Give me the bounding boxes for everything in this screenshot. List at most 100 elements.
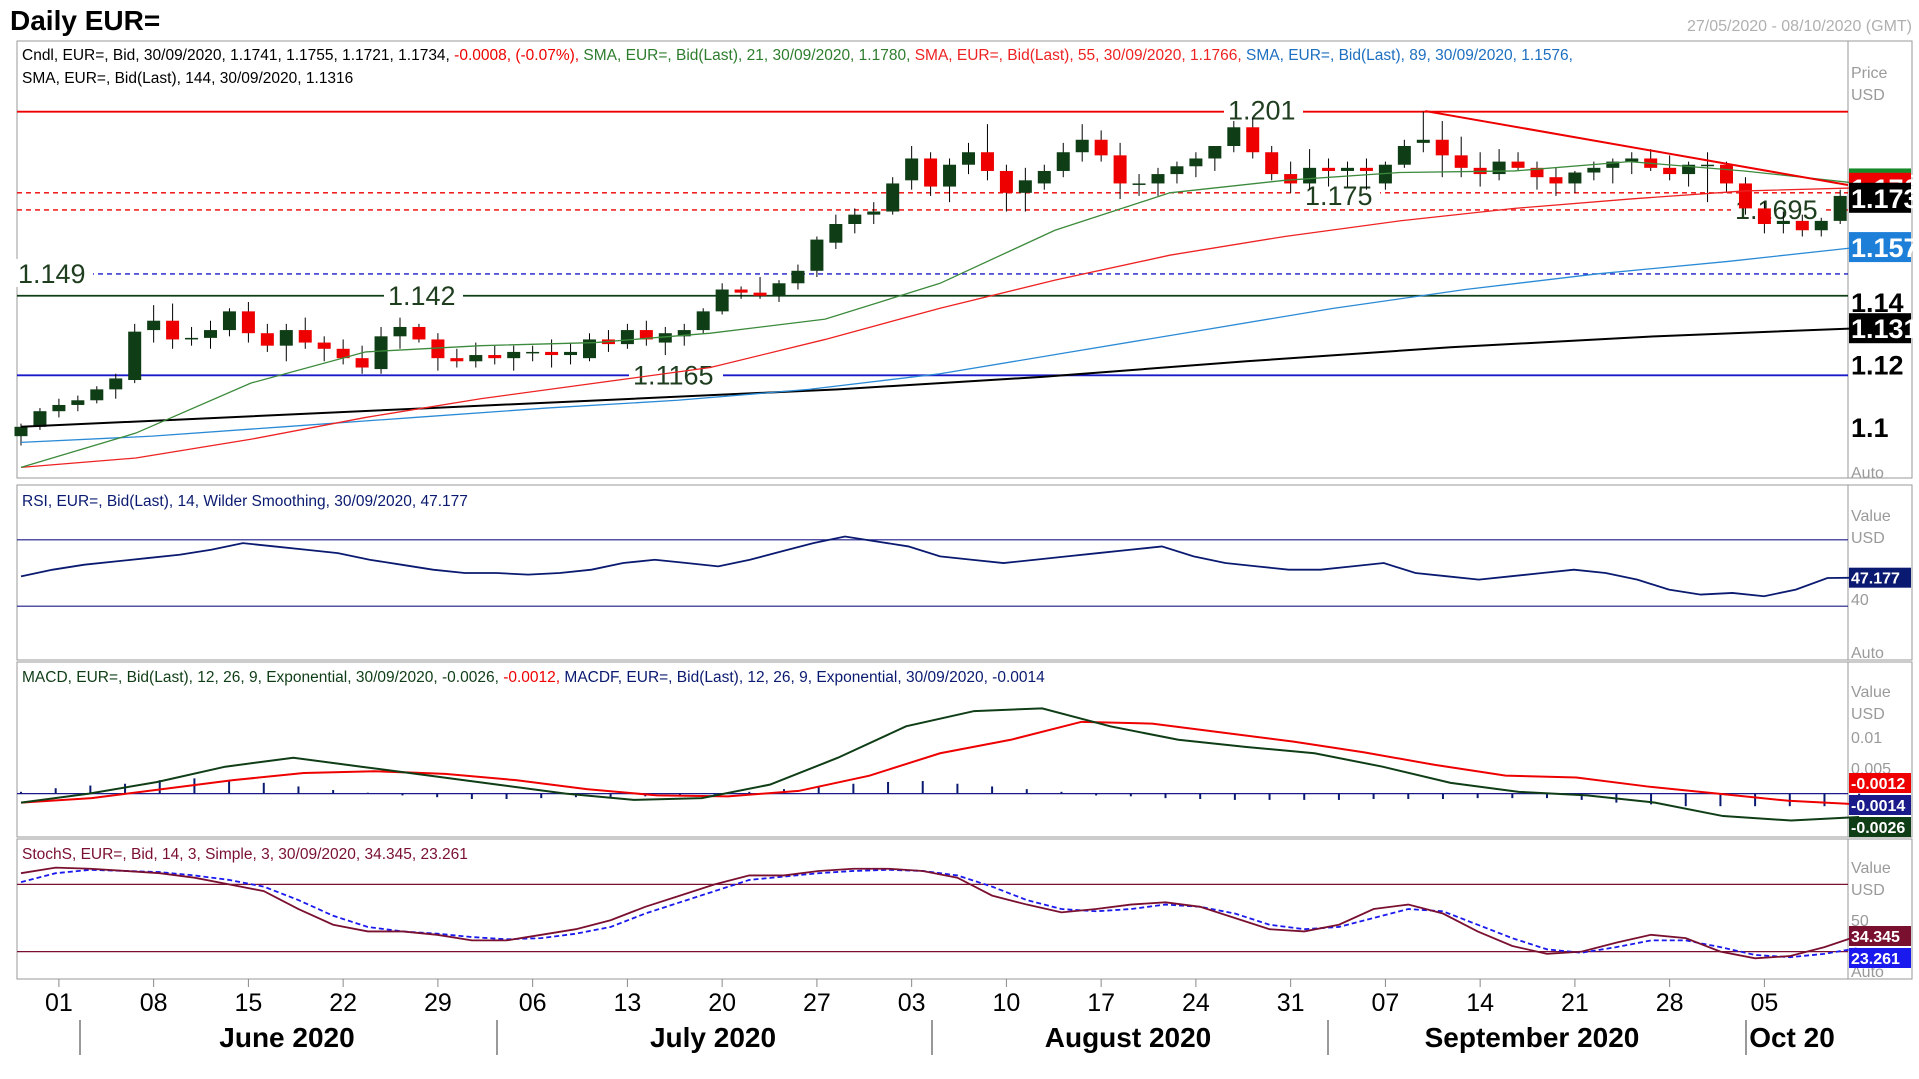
candle-body: [298, 330, 312, 343]
candle-body: [90, 389, 104, 401]
level-label-bg: [14, 258, 93, 287]
candle-body: [1113, 155, 1127, 184]
candle-body: [1132, 183, 1146, 185]
candle-body: [980, 152, 994, 171]
level-label-bg: [384, 280, 463, 309]
candle-body: [810, 239, 824, 271]
candle-body: [1151, 174, 1165, 184]
rsi-plot: [17, 535, 1860, 607]
candle-body: [564, 351, 578, 356]
price-auto-button[interactable]: Auto: [1851, 465, 1884, 482]
candle-body: [1814, 220, 1828, 231]
candle-body: [374, 336, 388, 370]
candle-body: [241, 311, 255, 334]
legend-part-2: SMA, EUR=, Bid(Last), 21, 30/09/2020, 1.…: [583, 47, 914, 64]
rsi-auto-button[interactable]: Auto: [1851, 645, 1884, 662]
candle-body: [1720, 164, 1733, 184]
macd-badge-bg: [1849, 817, 1911, 837]
candle-body: [791, 270, 805, 284]
stoch-tick: 50: [1851, 913, 1869, 930]
price-badge-1.157: 1.157: [1851, 233, 1919, 263]
candle-body: [639, 330, 653, 340]
candle-body: [1587, 167, 1601, 173]
macd-badge-bg: [1849, 795, 1911, 815]
candle-body: [33, 411, 47, 427]
candle-body: [1397, 146, 1411, 165]
legend-part-0: MACD, EUR=, Bid(Last), 12, 26, 9, Expone…: [22, 669, 503, 686]
x-tick-label: 08: [140, 989, 168, 1017]
x-tick-label: 24: [1182, 989, 1210, 1017]
candle-body: [677, 330, 691, 337]
candle-body: [924, 158, 938, 187]
month-label: August 2020: [1045, 1022, 1212, 1053]
macd-panel-frame[interactable]: [16, 661, 1913, 838]
macd-badge-0: -0.0012: [1851, 776, 1905, 793]
x-tick-label: 29: [424, 989, 452, 1017]
candle-body: [772, 283, 786, 296]
candle-body: [1018, 180, 1032, 193]
candle-body: [1757, 208, 1771, 224]
stoch-k-line: [20, 866, 1860, 960]
legend-part-0: Cndl, EUR=, Bid, 30/09/2020, 1.1741, 1.1…: [22, 47, 454, 64]
macd-line: [20, 707, 1860, 822]
legend-part-0: SMA, EUR=, Bid(Last), 144, 30/09/2020, 1…: [22, 70, 353, 87]
legend-part-2: MACDF, EUR=, Bid(Last), 12, 26, 9, Expon…: [564, 669, 1045, 686]
date-axis: 01 08 15 22 29 06 13 20 27 03 10 17 24 31 07 14 21 28 05 Ju…: [45, 979, 1835, 1055]
candle-body: [734, 289, 748, 293]
candle-body: [1265, 152, 1279, 175]
candle-body: [1530, 167, 1544, 178]
candle-body: [317, 342, 331, 349]
macd-plot: [17, 707, 1861, 822]
month-label: July 2020: [650, 1022, 776, 1053]
candle-body: [1075, 139, 1089, 153]
candle-body: [1454, 155, 1468, 168]
candle-body: [355, 358, 369, 368]
candle-body: [1094, 139, 1108, 156]
candle-body: [147, 320, 161, 331]
stoch-plot: [17, 866, 1860, 960]
macd-badge-bg: [1849, 773, 1911, 793]
candle-body: [1341, 167, 1354, 171]
stoch-badge-1: 23.261: [1851, 951, 1900, 968]
x-tick-label: 06: [519, 989, 547, 1017]
x-tick-label: 05: [1750, 989, 1778, 1017]
sma144-line: [20, 327, 1860, 428]
candle-body: [128, 331, 142, 380]
stoch-auto-button[interactable]: Auto: [1851, 964, 1884, 981]
price-badge-1.14: 1.14: [1851, 288, 1904, 318]
price-badge-bg: [1849, 232, 1911, 263]
candle-body: [943, 164, 957, 187]
stoch-badge-bg: [1849, 948, 1911, 968]
macd-badge-2: -0.0026: [1851, 820, 1905, 837]
price-badge-1.131: 1.131: [1851, 314, 1919, 344]
stoch-panel-frame[interactable]: [16, 838, 1913, 980]
candle-body: [1056, 152, 1070, 171]
rsi-legend: RSI, EUR=, Bid(Last), 14, Wilder Smoothi…: [22, 493, 468, 510]
rsi-panel-frame[interactable]: [16, 484, 1913, 661]
x-tick-label: 03: [898, 989, 926, 1017]
candle-body: [166, 320, 180, 340]
candle-body: [1568, 172, 1582, 184]
candle-body: [1246, 127, 1260, 153]
level-label-1.142: 1.142: [388, 281, 456, 311]
rsi-badge-bg: [1849, 567, 1911, 588]
x-tick-label: 27: [803, 989, 831, 1017]
month-label: September 2020: [1425, 1022, 1640, 1053]
rsi-line: [20, 535, 1860, 598]
x-tick-label: 15: [234, 989, 262, 1017]
price-badge-bg: [1849, 313, 1911, 344]
candle-body: [222, 311, 236, 331]
candle-body: [829, 224, 843, 243]
x-tick-label: 21: [1561, 989, 1589, 1017]
candle-body: [1037, 170, 1051, 184]
candle-body: [1359, 167, 1373, 171]
price-badge-1.12: 1.12: [1851, 350, 1904, 380]
candle-body: [507, 351, 521, 359]
candle-body: [412, 326, 426, 340]
candle-body: [450, 358, 464, 362]
candle-body: [583, 339, 596, 359]
candle-body: [336, 348, 350, 359]
candle-body: [109, 378, 123, 390]
candle-body: [867, 211, 881, 215]
